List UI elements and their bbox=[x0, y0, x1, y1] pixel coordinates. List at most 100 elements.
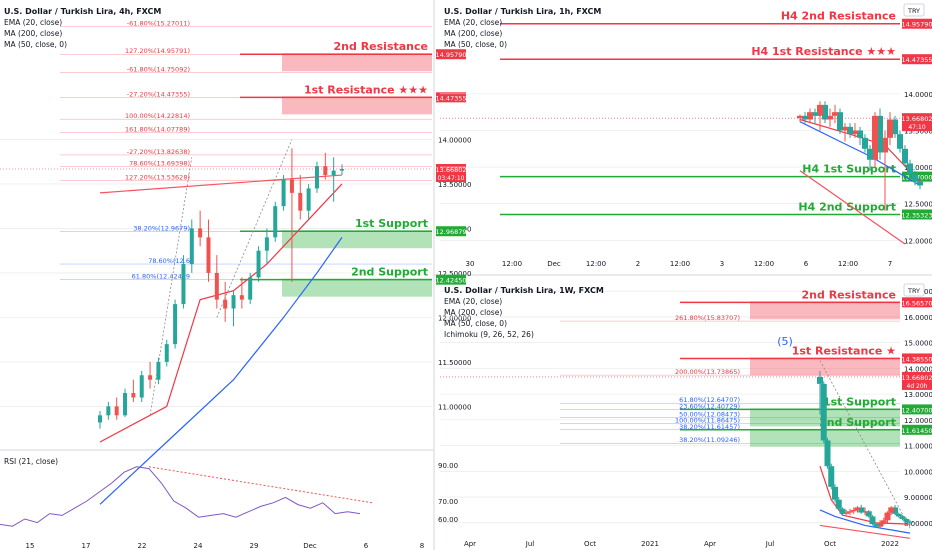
candle-body bbox=[907, 521, 913, 523]
candle-body bbox=[289, 179, 294, 193]
y-tick-label: 13.00000 bbox=[904, 391, 932, 399]
ma50-line bbox=[799, 121, 921, 186]
level-price-label: 14.95790 bbox=[435, 51, 466, 59]
y-tick-label: 14.00000 bbox=[904, 365, 932, 373]
candle-body bbox=[907, 163, 913, 175]
level-name: 2nd Support bbox=[351, 266, 428, 279]
fib-label: -61.80%(15.27011) bbox=[127, 19, 190, 27]
x-tick-label: 15 bbox=[26, 542, 35, 550]
level-price-label: 14.95790 bbox=[901, 21, 932, 29]
level-name: 1st Resistance ★ bbox=[792, 344, 896, 357]
last-price-label: 13.66802 bbox=[901, 115, 932, 123]
y-tick-label: 9.00000 bbox=[904, 494, 932, 502]
candle-body bbox=[148, 375, 153, 380]
candle-body bbox=[877, 522, 883, 527]
candle-body bbox=[899, 516, 906, 519]
x-tick-label: 12:00 bbox=[754, 260, 774, 268]
candle-body bbox=[854, 507, 861, 510]
candle-body bbox=[842, 126, 848, 131]
fib-label: 127.20%(14.95791) bbox=[125, 47, 190, 55]
y-tick-label: 16.00000 bbox=[904, 314, 932, 322]
level-price-tag bbox=[436, 92, 466, 103]
x-tick-label: 12:00 bbox=[586, 260, 606, 268]
candle-body bbox=[822, 104, 828, 120]
rsi-tick-label: 90.00 bbox=[438, 462, 458, 470]
fib-label: 78.60%(12.6 bbox=[148, 257, 190, 265]
candle-body bbox=[206, 237, 211, 273]
candle-body bbox=[882, 137, 888, 153]
candle-body bbox=[807, 112, 813, 120]
candle-body bbox=[239, 295, 244, 300]
y-tick-label: 10.00000 bbox=[904, 468, 932, 476]
candle-body bbox=[156, 361, 161, 380]
fib-label: 38.20%(11.09246) bbox=[679, 436, 740, 444]
candle-body bbox=[817, 376, 823, 384]
candle-body bbox=[832, 486, 838, 500]
candle-body bbox=[865, 511, 872, 517]
last-price-tag bbox=[436, 164, 466, 183]
candle-body bbox=[106, 406, 111, 416]
legend-entry: EMA (20, close) bbox=[444, 297, 502, 306]
candle-body bbox=[223, 299, 228, 309]
candle-body bbox=[873, 524, 880, 527]
candle-body bbox=[872, 115, 878, 160]
x-tick-label: 8 bbox=[420, 542, 424, 550]
level-name: 2nd Resistance bbox=[802, 288, 896, 301]
rsi-line bbox=[0, 466, 361, 527]
legend-entry: EMA (20, close) bbox=[4, 18, 62, 27]
level-name: 1st Support bbox=[823, 395, 896, 408]
y-tick-label: 12.50000 bbox=[438, 270, 471, 278]
candle-body bbox=[850, 509, 857, 512]
level-price-label: 12.96879 bbox=[435, 228, 466, 236]
level-price-label: 12.40700 bbox=[901, 406, 932, 414]
candle-body bbox=[323, 166, 328, 176]
candle-body bbox=[917, 181, 923, 186]
ma200-line bbox=[799, 170, 906, 245]
last-price-tag bbox=[902, 371, 932, 390]
y-tick-label: 13.50000 bbox=[904, 127, 932, 135]
trend-line bbox=[149, 157, 193, 416]
y-tick-label: 14.00000 bbox=[904, 91, 932, 99]
rsi-label: RSI (21, close) bbox=[4, 457, 58, 466]
y-tick-label: 12.50000 bbox=[904, 201, 932, 209]
candle-body bbox=[264, 237, 269, 251]
candle-body bbox=[884, 512, 891, 521]
level-zone bbox=[282, 230, 432, 249]
candle-body bbox=[331, 170, 336, 176]
last-price-label: 13.66802 bbox=[435, 166, 466, 174]
candle-body bbox=[858, 507, 865, 513]
candle-body bbox=[887, 119, 893, 138]
candle-body bbox=[797, 115, 803, 119]
rsi-tick-label: 70.00 bbox=[438, 498, 458, 506]
ma200-line bbox=[99, 174, 343, 194]
candle-body bbox=[862, 137, 868, 149]
candle-body bbox=[114, 406, 119, 416]
fib-label: 38.20%(12.9679) bbox=[133, 224, 190, 232]
fib-label: 23.60%(12.40729) bbox=[679, 402, 740, 410]
candle-body bbox=[897, 134, 903, 149]
x-tick-label: 12:00 bbox=[502, 260, 522, 268]
candle-body bbox=[877, 115, 883, 153]
level-price-tag bbox=[902, 297, 932, 308]
level-price-tag bbox=[902, 404, 932, 415]
candle-body bbox=[847, 126, 853, 135]
fib-label: 127.20%(13.53628) bbox=[125, 174, 190, 182]
candle-body bbox=[248, 277, 253, 300]
ma50-line bbox=[819, 509, 911, 534]
y-tick-label: 11.50000 bbox=[438, 359, 471, 367]
level-zone bbox=[750, 301, 900, 320]
candle-body bbox=[839, 508, 846, 514]
candle-body bbox=[198, 228, 203, 238]
y-tick-label: 8.00000 bbox=[904, 520, 932, 528]
currency-button-label: TRY bbox=[907, 7, 920, 15]
legend-entry: MA (200, close) bbox=[4, 29, 62, 38]
chart-title: U.S. Dollar / Turkish Lira, 1W, FXCM bbox=[444, 286, 604, 295]
level-price-tag bbox=[902, 18, 932, 29]
panel-bottom-right-1w: 17.0000016.0000015.0000014.0000013.00000… bbox=[440, 283, 932, 548]
level-name: 1st Resistance ★★★ bbox=[304, 83, 428, 96]
candle-body bbox=[314, 166, 319, 189]
x-tick-label: 6 bbox=[364, 542, 369, 550]
candle-body bbox=[880, 520, 887, 523]
level-name: 2nd Support bbox=[819, 416, 896, 429]
